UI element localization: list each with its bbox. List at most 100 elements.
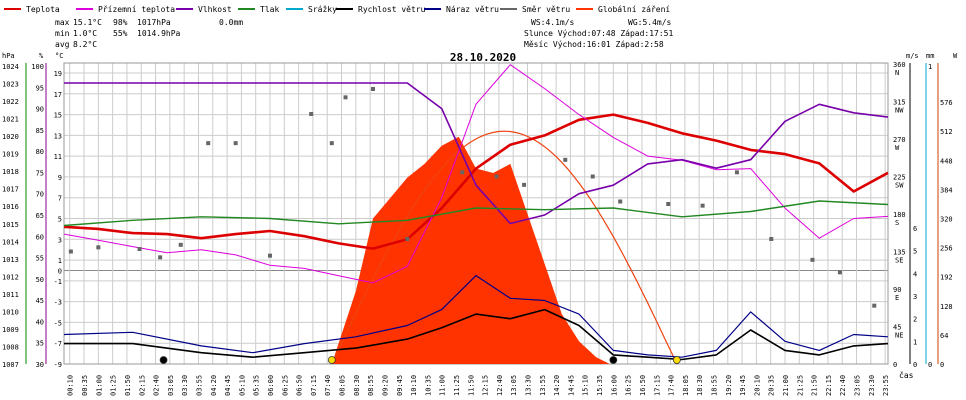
axes: hPa1024102310221021102010191018101710161… bbox=[2, 52, 958, 369]
x-tick-label: 09:45 bbox=[396, 375, 404, 396]
temp-axis-unit: °C bbox=[55, 52, 63, 60]
hpa-tick-label: 1014 bbox=[2, 238, 19, 246]
wind-direction-point bbox=[96, 245, 101, 250]
wind-direction-point bbox=[405, 237, 410, 241]
x-tick-label: 11:25 bbox=[453, 375, 461, 396]
pct-tick-label: 100 bbox=[31, 63, 44, 71]
direction-tick-label: SW bbox=[895, 182, 904, 190]
x-tick-label: 16:50 bbox=[639, 375, 647, 396]
x-axis-label: čas bbox=[899, 370, 914, 380]
wind-direction-point bbox=[233, 141, 238, 146]
stat-max-press: 1017hPa bbox=[137, 18, 171, 27]
x-tick-label: 18:05 bbox=[682, 375, 690, 396]
hpa-tick-label: 1020 bbox=[2, 133, 19, 141]
pct-tick-label: 35 bbox=[36, 340, 44, 348]
x-tick-label: 07:15 bbox=[310, 375, 318, 396]
hpa-tick-label: 1007 bbox=[2, 361, 19, 369]
info-moon: Měsíc Východ:16:01 Západ:2:58 bbox=[524, 40, 664, 49]
info-ws: WS:4.1m/s bbox=[531, 18, 575, 27]
wind-direction-point bbox=[769, 237, 774, 241]
x-tick-label: 13:30 bbox=[525, 375, 533, 396]
mm-tick-label: 0 bbox=[928, 361, 932, 369]
x-tick-label: 06:25 bbox=[281, 375, 289, 396]
x-tick-label: 21:00 bbox=[782, 375, 790, 396]
radiation-tick-label: 64 bbox=[940, 332, 948, 340]
x-tick-label: 21:25 bbox=[796, 375, 804, 396]
sunset-marker bbox=[672, 356, 681, 364]
legend-item-label: Vlhkost bbox=[198, 5, 232, 14]
pct-tick-label: 30 bbox=[36, 361, 44, 369]
legend-item-label: Srážky bbox=[308, 5, 337, 14]
temp-tick-label: 7 bbox=[58, 195, 62, 203]
wind-direction-point bbox=[666, 202, 671, 206]
speed-tick-label: 0 bbox=[913, 361, 917, 369]
pct-tick-label: 65 bbox=[36, 212, 44, 220]
stat-max-temp: 15.1°C bbox=[73, 18, 102, 27]
radiation-tick-label: 320 bbox=[940, 216, 953, 224]
pct-tick-label: 90 bbox=[36, 106, 44, 114]
temp-tick-label: -5 bbox=[54, 319, 62, 327]
x-tick-label: 19:45 bbox=[739, 375, 747, 396]
direction-tick-label: 225 bbox=[893, 174, 906, 182]
stat-min-press: 1014.9hPa bbox=[137, 29, 181, 38]
radiation-tick-label: 192 bbox=[940, 274, 953, 282]
pct-tick-label: 55 bbox=[36, 255, 44, 263]
hpa-tick-label: 1018 bbox=[2, 168, 19, 176]
wind-direction-point bbox=[590, 174, 595, 179]
radiation-series bbox=[331, 136, 610, 364]
wind-direction-point bbox=[837, 270, 842, 275]
x-tick-label: 05:35 bbox=[253, 375, 261, 396]
x-tick-label: 13:55 bbox=[539, 375, 547, 396]
x-tick-label: 05:10 bbox=[238, 375, 246, 396]
pct-tick-label: 85 bbox=[36, 127, 44, 135]
x-tick-label: 10:10 bbox=[410, 375, 418, 396]
hpa-tick-label: 1008 bbox=[2, 343, 19, 351]
mm-tick-label: 1 bbox=[928, 63, 932, 71]
x-tick-label: 12:40 bbox=[496, 375, 504, 396]
direction-tick-label: 90 bbox=[893, 286, 901, 294]
series-line-0 bbox=[63, 113, 889, 250]
stat-min-hum: 55% bbox=[113, 29, 128, 38]
x-tick-label: 13:05 bbox=[510, 375, 518, 396]
speed-tick-label: 4 bbox=[913, 270, 917, 278]
direction-tick-label: 135 bbox=[893, 249, 906, 257]
mm-axis-unit: mm bbox=[926, 52, 934, 60]
speed-tick-label: 1 bbox=[913, 338, 917, 346]
wind-direction-point bbox=[178, 242, 183, 247]
x-tick-label: 19:20 bbox=[725, 375, 733, 396]
stat-avg-temp: 8.2°C bbox=[73, 40, 97, 49]
wind-direction-point bbox=[618, 199, 623, 204]
wind-direction-point bbox=[343, 95, 348, 100]
speed-tick-label: 3 bbox=[913, 293, 917, 301]
direction-tick-label: NE bbox=[895, 332, 903, 340]
temp-tick-label: 13 bbox=[54, 132, 62, 140]
x-tick-label: 08:55 bbox=[367, 375, 375, 396]
radiation-tick-label: 448 bbox=[940, 157, 953, 165]
x-tick-label: 20:35 bbox=[768, 375, 776, 396]
temp-tick-label: 3 bbox=[58, 236, 62, 244]
radiation-tick-label: 0 bbox=[940, 361, 944, 369]
pct-tick-label: 95 bbox=[36, 84, 44, 92]
wind-direction-point bbox=[810, 257, 815, 262]
legend-item-label: Náraz větru bbox=[446, 5, 499, 14]
wind-direction-point bbox=[563, 157, 568, 162]
stats-panel: max 15.1°C 98% 1017hPa 0.0mm min 1.0°C 5… bbox=[55, 18, 243, 49]
x-tick-label: 16:25 bbox=[625, 375, 633, 396]
radiation-tick-label: 384 bbox=[940, 186, 953, 194]
temp-tick-label: 15 bbox=[54, 112, 62, 120]
temp-tick-label: 17 bbox=[54, 91, 62, 99]
x-tick-label: 06:50 bbox=[296, 375, 304, 396]
wind-direction-series bbox=[68, 87, 877, 308]
series-line-4 bbox=[64, 308, 889, 361]
legend: Teplota Přízemní teplota Vlhkost Tlak Srážky… bbox=[4, 5, 670, 14]
speed-tick-label: 2 bbox=[913, 316, 917, 324]
x-tick-label: 23:05 bbox=[854, 375, 862, 396]
hpa-tick-label: 1011 bbox=[2, 291, 19, 299]
x-tick-label: 14:45 bbox=[567, 375, 575, 396]
x-tick-label: 12:15 bbox=[482, 375, 490, 396]
pct-tick-label: 45 bbox=[36, 297, 44, 305]
radiation-axis-unit: W bbox=[953, 52, 958, 60]
wind-direction-point bbox=[371, 87, 375, 91]
wind-direction-point bbox=[700, 203, 705, 208]
